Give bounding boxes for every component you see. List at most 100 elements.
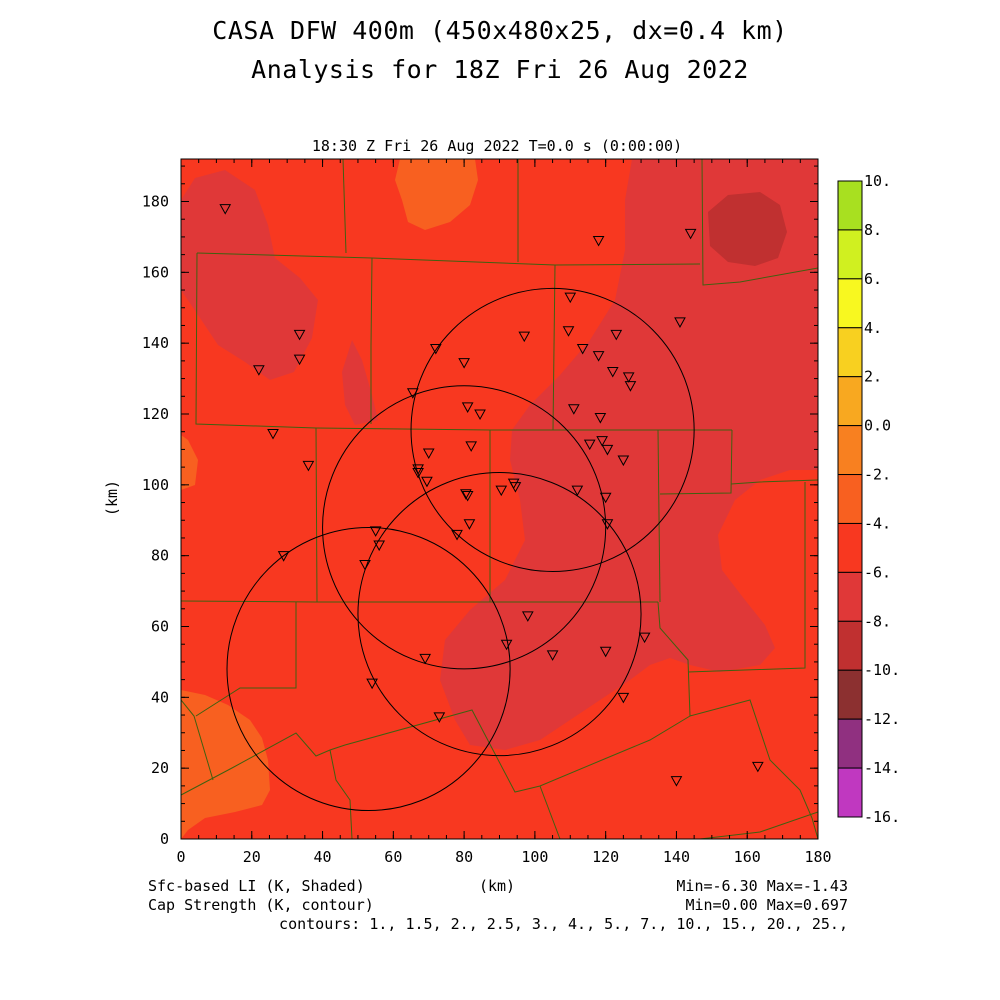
li-region-west-light bbox=[181, 435, 198, 490]
colorbar-label: -14. bbox=[864, 759, 900, 777]
colorbar-swatch bbox=[837, 669, 863, 720]
station-marker bbox=[293, 329, 306, 341]
colorbar-swatch bbox=[837, 571, 863, 622]
station-marker bbox=[509, 482, 522, 493]
x-tick-label: 100 bbox=[521, 848, 548, 866]
station-marker bbox=[594, 413, 607, 424]
station-marker bbox=[267, 428, 279, 440]
li-region-northwest bbox=[181, 170, 318, 380]
title-line-1: CASA DFW 400m (450x480x25, dx=0.4 km) bbox=[212, 16, 788, 45]
county-boundaries bbox=[181, 159, 818, 839]
station-marker bbox=[546, 650, 559, 661]
x-tick-label: 20 bbox=[243, 848, 261, 866]
y-tick-label: 120 bbox=[142, 405, 169, 423]
station-marker bbox=[219, 204, 232, 215]
colorbar: 10. 8. 6. 4. 2. 0.0 -2. -4. -6. -8. -10. -12. -14. -1… bbox=[837, 172, 900, 826]
station-marker bbox=[359, 560, 371, 571]
radar-ring-2 bbox=[322, 385, 607, 670]
station-marker bbox=[521, 611, 534, 622]
colorbar-label: -10. bbox=[864, 661, 900, 679]
x-tick-label: 160 bbox=[734, 848, 761, 866]
station-marker bbox=[253, 365, 265, 376]
colorbar-label: -6. bbox=[864, 563, 891, 581]
li-region-dark-core bbox=[708, 192, 787, 266]
y-tick-label: 140 bbox=[142, 334, 169, 352]
colorbar-swatch bbox=[837, 376, 863, 427]
station-marker bbox=[460, 489, 472, 500]
station-marker bbox=[500, 639, 513, 651]
station-marker bbox=[601, 444, 614, 456]
x-tick-label: 40 bbox=[314, 848, 332, 866]
y-tick-label: 160 bbox=[142, 263, 169, 281]
station-markers bbox=[219, 204, 764, 787]
x-axis-label: (km) bbox=[479, 877, 515, 895]
colorbar-swatch bbox=[837, 327, 863, 378]
station-marker bbox=[458, 358, 470, 369]
station-marker bbox=[465, 441, 478, 452]
station-marker bbox=[562, 326, 575, 337]
shaded-field-label: Sfc-based LI (K, Shaded) bbox=[148, 877, 365, 895]
x-tick-label: 60 bbox=[384, 848, 402, 866]
station-marker bbox=[302, 460, 315, 472]
station-marker bbox=[599, 492, 612, 504]
title-line-2: Analysis for 18Z Fri 26 Aug 2022 bbox=[251, 55, 749, 84]
colorbar-label: -12. bbox=[864, 710, 900, 728]
station-marker bbox=[422, 448, 435, 459]
colorbar-label: 8. bbox=[864, 221, 882, 239]
colorbar-swatch bbox=[837, 278, 863, 329]
station-marker bbox=[624, 381, 637, 392]
station-marker bbox=[576, 343, 589, 355]
colorbar-swatch bbox=[837, 522, 863, 573]
station-marker bbox=[674, 317, 686, 328]
x-axis: 0 20 40 60 80 100 120 140 160 180 bbox=[176, 159, 832, 866]
station-marker bbox=[495, 485, 508, 497]
station-marker bbox=[373, 540, 386, 552]
station-marker bbox=[596, 436, 608, 447]
radar-ring-3 bbox=[357, 472, 642, 757]
station-marker bbox=[638, 632, 651, 644]
y-tick-label: 60 bbox=[151, 618, 169, 636]
station-marker bbox=[293, 354, 306, 366]
colorbar-swatch bbox=[837, 425, 863, 476]
x-tick-label: 80 bbox=[455, 848, 473, 866]
station-marker bbox=[564, 292, 577, 304]
station-marker bbox=[421, 476, 433, 488]
station-marker bbox=[583, 439, 596, 451]
station-marker bbox=[451, 529, 463, 541]
shaded-min-max: Min=-6.30 Max=-1.43 bbox=[676, 877, 848, 895]
station-marker bbox=[518, 331, 531, 343]
station-marker bbox=[622, 372, 635, 383]
x-tick-label: 120 bbox=[592, 848, 619, 866]
station-marker bbox=[366, 678, 378, 690]
colorbar-label: 0.0 bbox=[864, 417, 891, 435]
colorbar-label: -8. bbox=[864, 612, 891, 630]
station-marker bbox=[606, 367, 619, 378]
y-tick-label: 20 bbox=[151, 759, 169, 777]
station-marker bbox=[751, 761, 764, 773]
y-axis: 0 20 40 60 80 100 120 140 160 180 bbox=[142, 165, 818, 848]
station-marker bbox=[412, 464, 424, 475]
x-tick-label: 180 bbox=[804, 848, 831, 866]
radar-range-rings bbox=[226, 287, 695, 812]
colorbar-swatch bbox=[837, 229, 863, 280]
station-marker bbox=[567, 404, 580, 415]
station-marker bbox=[429, 343, 442, 355]
contour-min-max: Min=0.00 Max=0.697 bbox=[685, 896, 848, 914]
station-marker bbox=[670, 776, 683, 787]
li-region-central-notch bbox=[342, 340, 378, 425]
station-marker bbox=[419, 653, 432, 665]
y-tick-label: 0 bbox=[160, 830, 169, 848]
station-marker bbox=[412, 467, 424, 479]
station-marker bbox=[684, 228, 697, 240]
map-field bbox=[181, 159, 818, 839]
x-tick-label: 140 bbox=[663, 848, 690, 866]
y-tick-label: 80 bbox=[151, 547, 169, 565]
station-marker bbox=[369, 526, 382, 537]
x-tick-label: 0 bbox=[176, 848, 185, 866]
radar-ring-1 bbox=[410, 287, 695, 572]
colorbar-swatch bbox=[837, 180, 863, 231]
radar-ring-4 bbox=[226, 526, 511, 812]
y-tick-label: 180 bbox=[142, 193, 169, 211]
colorbar-label: 6. bbox=[864, 270, 882, 288]
